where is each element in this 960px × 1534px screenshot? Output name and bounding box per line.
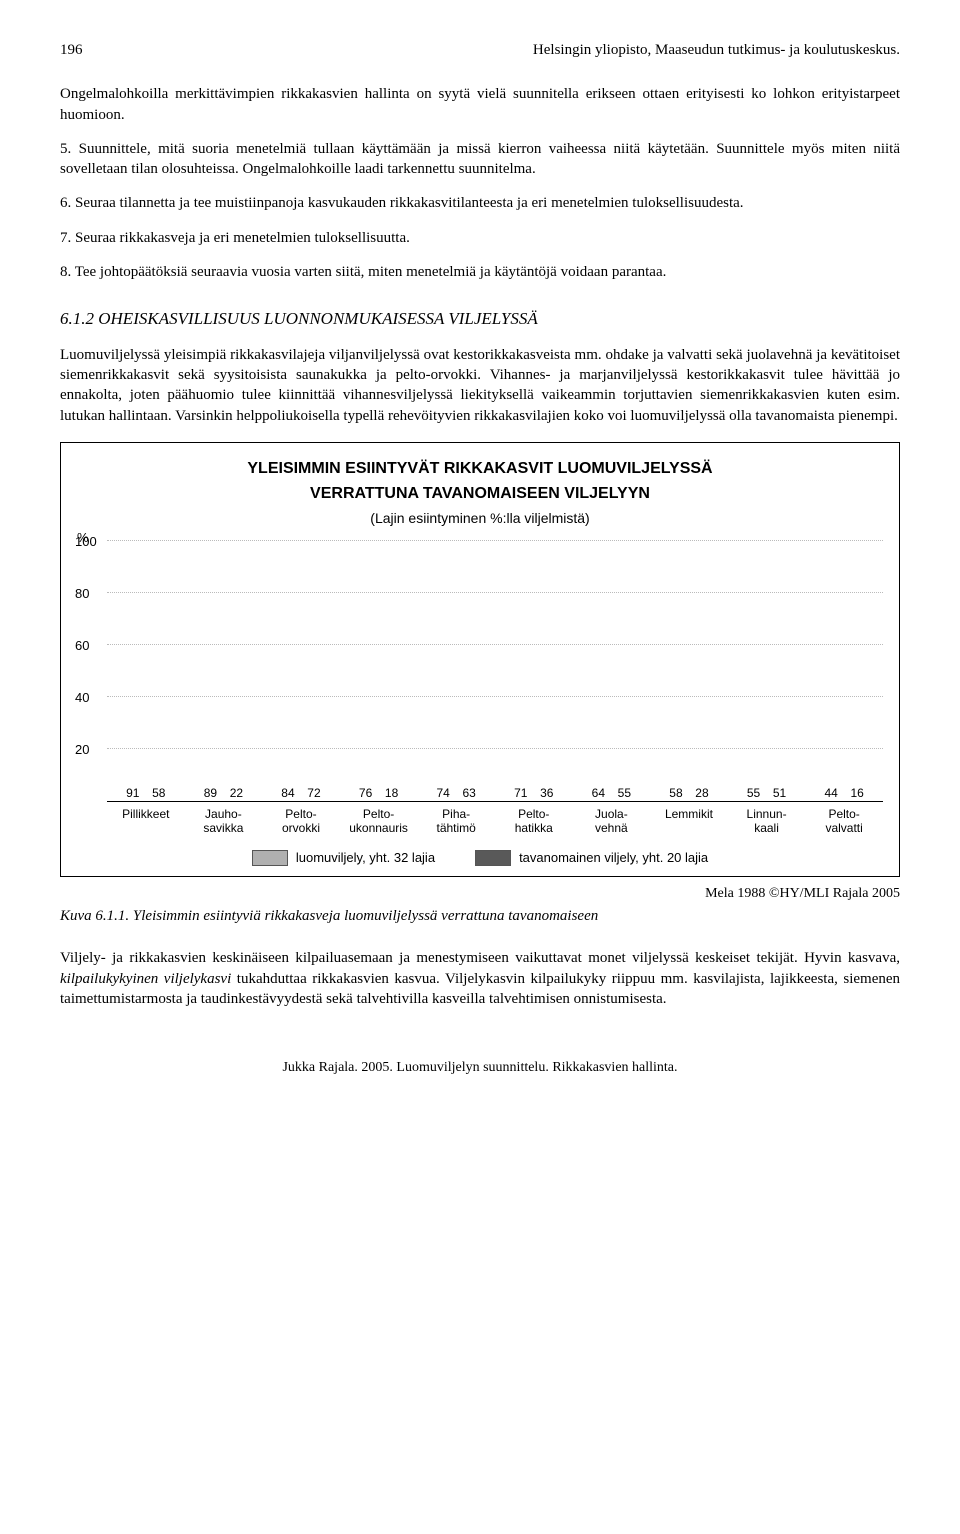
bar-value-label: 64 bbox=[592, 785, 605, 801]
y-tick: 20 bbox=[75, 741, 89, 759]
bar-value-label: 28 bbox=[695, 785, 708, 801]
x-axis-label: Pelto-valvatti bbox=[805, 808, 883, 834]
bar-value-label: 84 bbox=[281, 785, 294, 801]
bar-value-label: 18 bbox=[385, 785, 398, 801]
bar-value-label: 89 bbox=[204, 785, 217, 801]
page-number: 196 bbox=[60, 40, 83, 60]
chart-title-line1: YLEISIMMIN ESIINTYVÄT RIKKAKASVIT LUOMUV… bbox=[71, 459, 889, 480]
x-axis-label: Pelto-hatikka bbox=[495, 808, 573, 834]
gridline bbox=[107, 696, 883, 697]
header-institution: Helsingin yliopisto, Maaseudun tutkimus-… bbox=[533, 40, 900, 60]
section-heading: 6.1.2 OHEISKASVILLISUUS LUONNONMUKAISESS… bbox=[60, 308, 900, 331]
x-axis-label: Pelto-orvokki bbox=[262, 808, 340, 834]
body2-prefix: Viljely- ja rikkakasvien keskinäiseen ki… bbox=[60, 950, 900, 966]
legend-item-1: luomuviljely, yht. 32 lajia bbox=[252, 849, 435, 867]
legend-item-2: tavanomainen viljely, yht. 20 lajia bbox=[475, 849, 708, 867]
bar-value-label: 76 bbox=[359, 785, 372, 801]
x-axis-label: Jauho-savikka bbox=[185, 808, 263, 834]
page-footer: Jukka Rajala. 2005. Luomuviljelyn suunni… bbox=[60, 1059, 900, 1078]
bar-value-label: 91 bbox=[126, 785, 139, 801]
chart-container: YLEISIMMIN ESIINTYVÄT RIKKAKASVIT LUOMUV… bbox=[60, 442, 900, 877]
chart-plot-area: % 91588922847276187463713664555828555144… bbox=[107, 541, 883, 802]
section-paragraph-1: Luomuviljelyssä yleisimpiä rikkakasvilaj… bbox=[60, 345, 900, 426]
bar-value-label: 58 bbox=[152, 785, 165, 801]
x-axis-label: Juola-vehnä bbox=[573, 808, 651, 834]
bar-value-label: 36 bbox=[540, 785, 553, 801]
gridline bbox=[107, 644, 883, 645]
bar-value-label: 63 bbox=[462, 785, 475, 801]
page-header: 196 Helsingin yliopisto, Maaseudun tutki… bbox=[60, 40, 900, 60]
x-axis-label: Pillikkeet bbox=[107, 808, 185, 834]
list-item-7: 7. Seuraa rikkakasveja ja eri menetelmie… bbox=[60, 228, 900, 248]
bar-value-label: 74 bbox=[436, 785, 449, 801]
bar-value-label: 71 bbox=[514, 785, 527, 801]
body-paragraph-2: Viljely- ja rikkakasvien keskinäiseen ki… bbox=[60, 948, 900, 1009]
legend-swatch-2 bbox=[475, 850, 511, 866]
bar-value-label: 16 bbox=[850, 785, 863, 801]
list-item-8: 8. Tee johtopäätöksiä seuraavia vuosia v… bbox=[60, 262, 900, 282]
y-tick: 100 bbox=[75, 533, 97, 551]
legend-label-2: tavanomainen viljely, yht. 20 lajia bbox=[519, 849, 708, 867]
body2-em: kilpailukykyinen viljelykasvi bbox=[60, 971, 231, 987]
bar-value-label: 51 bbox=[773, 785, 786, 801]
bar-value-label: 44 bbox=[824, 785, 837, 801]
gridline bbox=[107, 540, 883, 541]
legend-swatch-1 bbox=[252, 850, 288, 866]
gridline bbox=[107, 748, 883, 749]
gridline bbox=[107, 592, 883, 593]
list-item-5: 5. Suunnittele, mitä suoria menetelmiä t… bbox=[60, 139, 900, 180]
intro-paragraph: Ongelmalohkoilla merkittävimpien rikkaka… bbox=[60, 84, 900, 125]
x-axis-label: Pelto-ukonnauris bbox=[340, 808, 418, 834]
bar-value-label: 58 bbox=[669, 785, 682, 801]
bar-value-label: 55 bbox=[747, 785, 760, 801]
x-axis-label: Lemmikit bbox=[650, 808, 728, 834]
x-axis-label: Piha-tähtimö bbox=[417, 808, 495, 834]
legend-label-1: luomuviljely, yht. 32 lajia bbox=[296, 849, 435, 867]
bar-value-label: 72 bbox=[307, 785, 320, 801]
chart-source: Mela 1988 ©HY/MLI Rajala 2005 bbox=[60, 885, 900, 904]
bar-value-label: 55 bbox=[618, 785, 631, 801]
list-item-6: 6. Seuraa tilannetta ja tee muistiinpano… bbox=[60, 193, 900, 213]
bars-row: 91 58 89 22 84 72 76 18 74 63 71 36 64 55 58 28 55 51 44 16 bbox=[107, 541, 883, 801]
chart-title-line2: VERRATTUNA TAVANOMAISEEN VILJELYYN bbox=[71, 484, 889, 505]
bar-value-label: 22 bbox=[230, 785, 243, 801]
figure-caption: Kuva 6.1.1. Yleisimmin esiintyviä rikkak… bbox=[60, 906, 900, 926]
y-tick: 60 bbox=[75, 637, 89, 655]
chart-subtitle: (Lajin esiintyminen %:lla viljelmistä) bbox=[71, 509, 889, 528]
x-axis-labels: PillikkeetJauho-savikkaPelto-orvokkiPelt… bbox=[107, 808, 883, 834]
x-axis-label: Linnun-kaali bbox=[728, 808, 806, 834]
y-tick: 80 bbox=[75, 585, 89, 603]
y-tick: 40 bbox=[75, 689, 89, 707]
chart-legend: luomuviljely, yht. 32 lajia tavanomainen… bbox=[71, 849, 889, 867]
